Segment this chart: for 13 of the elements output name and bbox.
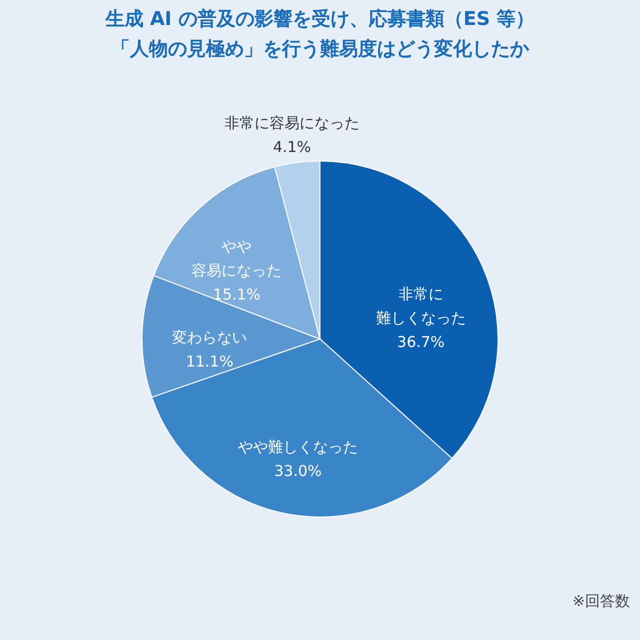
slice-label: やや容易になった xyxy=(192,237,282,280)
data-label: 4.1% xyxy=(272,138,312,156)
slice-label: 変わらない xyxy=(172,328,248,346)
data-label: 36.7% xyxy=(397,333,445,352)
slice-label: 非常に容易になった xyxy=(224,114,360,132)
text: 「人物の見極め」を行う難易度はどう変化したか xyxy=(111,38,529,60)
data-label: 15.1% xyxy=(212,285,261,304)
text: 生成 AI の普及の影響を受け、応募書類（ES 等） xyxy=(105,8,535,30)
slice-label: やや難しくなった xyxy=(238,438,358,456)
text: ※回答数 xyxy=(572,592,630,610)
data-label: 33.0% xyxy=(274,462,322,480)
slice-label: 非常に難しくなった xyxy=(376,285,466,328)
data-label: 11.1% xyxy=(186,352,234,370)
